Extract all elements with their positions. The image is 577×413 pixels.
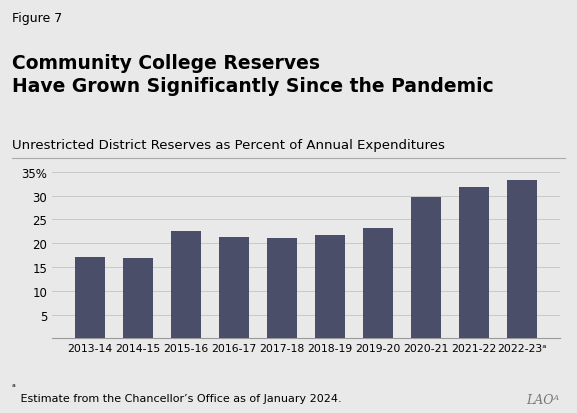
Bar: [315, 235, 344, 339]
Bar: [123, 259, 153, 339]
Bar: [219, 238, 249, 339]
Text: LAOᴬ: LAOᴬ: [527, 393, 560, 406]
Bar: [507, 181, 537, 339]
Text: Estimate from the Chancellor’s Office as of January 2024.: Estimate from the Chancellor’s Office as…: [17, 393, 342, 403]
Bar: [75, 257, 105, 339]
Bar: [171, 232, 201, 339]
Text: Figure 7: Figure 7: [12, 12, 62, 25]
Text: Community College Reserves
Have Grown Significantly Since the Pandemic: Community College Reserves Have Grown Si…: [12, 54, 493, 95]
Text: ᵃ: ᵃ: [12, 382, 15, 392]
Bar: [411, 197, 441, 339]
Bar: [459, 188, 489, 339]
Bar: [363, 228, 393, 339]
Text: Unrestricted District Reserves as Percent of Annual Expenditures: Unrestricted District Reserves as Percen…: [12, 138, 444, 151]
Bar: [267, 238, 297, 339]
